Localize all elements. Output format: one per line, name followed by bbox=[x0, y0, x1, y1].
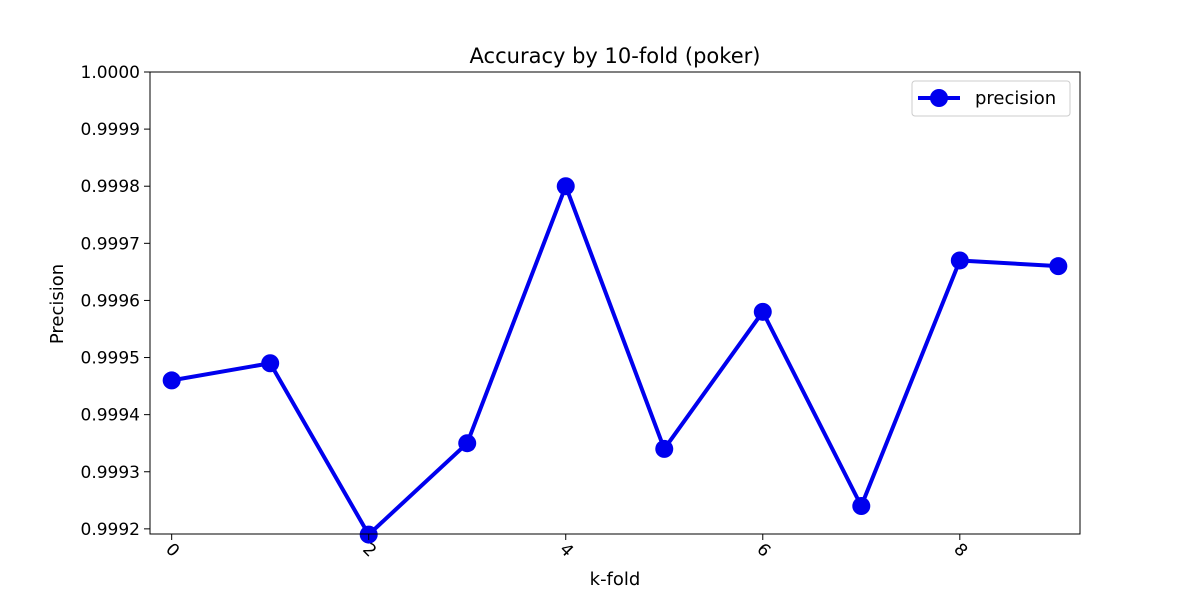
y-tick-label: 0.9998 bbox=[81, 177, 140, 197]
y-tick-label: 1.0000 bbox=[81, 63, 140, 83]
y-tick-label: 0.9995 bbox=[81, 349, 140, 369]
data-point bbox=[458, 434, 477, 453]
y-tick-label: 0.9997 bbox=[81, 234, 140, 254]
x-tick-label: 2 bbox=[358, 540, 380, 562]
x-axis: 0 2 4 6 8 bbox=[161, 534, 971, 561]
data-point bbox=[950, 251, 969, 270]
x-tick-label: 8 bbox=[949, 540, 971, 562]
x-tick-label: 6 bbox=[752, 540, 774, 562]
x-axis-label: k-fold bbox=[590, 569, 641, 590]
plot-frame bbox=[149, 71, 1081, 535]
y-axis-label: Precision bbox=[47, 264, 68, 344]
y-tick-label: 0.9993 bbox=[81, 463, 140, 483]
legend-marker bbox=[930, 89, 948, 107]
y-tick-label: 0.9992 bbox=[81, 520, 140, 540]
data-point bbox=[1049, 257, 1068, 276]
y-tick-label: 0.9996 bbox=[81, 291, 140, 311]
legend-box bbox=[911, 80, 1071, 117]
x-tick-label: 0 bbox=[161, 540, 183, 562]
legend-label: precision bbox=[975, 88, 1056, 109]
data-point bbox=[655, 439, 674, 458]
chart-title: Accuracy by 10-fold (poker) bbox=[470, 44, 761, 68]
legend: precision bbox=[911, 80, 1071, 117]
data-point bbox=[556, 177, 575, 196]
data-point bbox=[852, 497, 871, 516]
x-tick-label: 4 bbox=[555, 540, 577, 562]
y-tick-label: 0.9999 bbox=[81, 120, 140, 140]
plot-area bbox=[149, 71, 1081, 544]
y-axis: 0.9992 0.9993 0.9994 0.9995 0.9996 0.9997 0.99… bbox=[81, 63, 150, 540]
data-point bbox=[162, 371, 181, 390]
y-tick-label: 0.9994 bbox=[81, 406, 140, 426]
data-point bbox=[753, 302, 772, 321]
data-point bbox=[261, 354, 280, 373]
series-line-precision bbox=[171, 184, 1059, 537]
